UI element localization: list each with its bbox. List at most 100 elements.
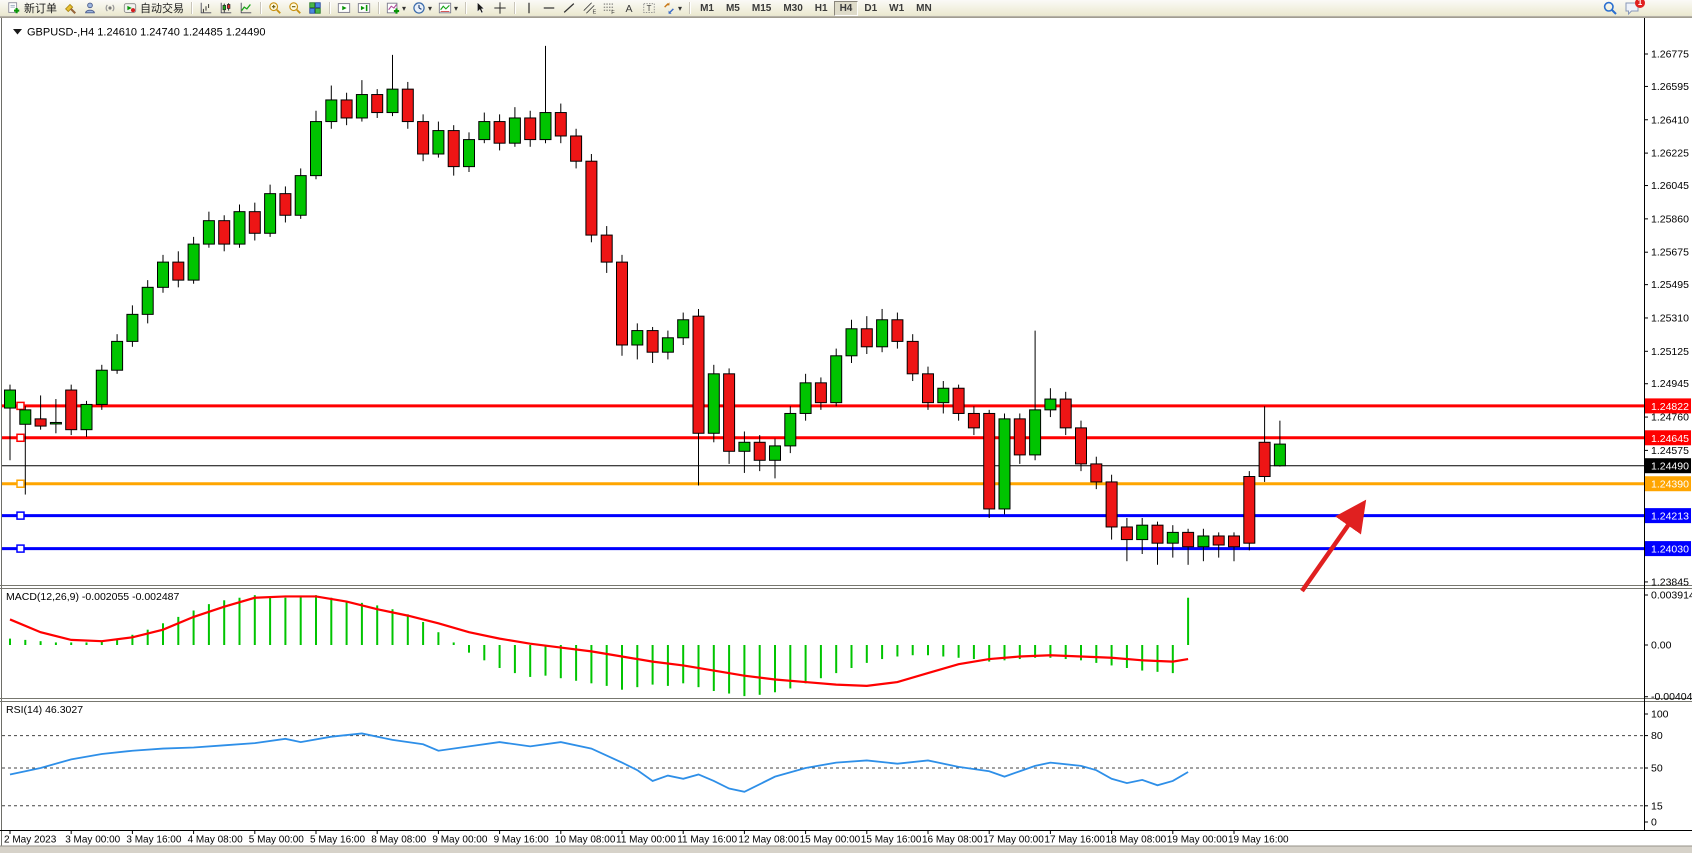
search-button[interactable]: [1602, 0, 1618, 16]
timeframe-button-w1[interactable]: W1: [889, 2, 905, 14]
timeframe-button-d1[interactable]: D1: [864, 2, 878, 14]
search-icon: [1602, 0, 1618, 16]
vertical-line-button[interactable]: [519, 1, 539, 16]
signals-button[interactable]: [100, 1, 120, 16]
time-axis-label: 15 May 00:00: [800, 835, 861, 846]
candle: [799, 373, 812, 421]
price-axis-label: 1.25675: [1651, 247, 1689, 259]
candle: [233, 204, 246, 248]
time-axis-label: 16 May 08:00: [922, 835, 983, 846]
hline-marker[interactable]: [16, 433, 25, 443]
price-axis-label: 1.26045: [1651, 180, 1689, 192]
horizontal-line-button[interactable]: [539, 1, 559, 16]
timeframe-button-m1[interactable]: M1: [700, 2, 714, 14]
chevron-down-icon: ▾: [678, 3, 683, 13]
equidistant-channel-button[interactable]: [579, 1, 599, 16]
rsi-axis-label: 80: [1651, 730, 1663, 742]
chat-button[interactable]: 1: [1624, 0, 1645, 16]
candle: [784, 406, 797, 454]
line-chart-button[interactable]: [236, 1, 256, 16]
arrows-button[interactable]: ▾: [659, 1, 685, 16]
chart-shift-button[interactable]: [354, 1, 374, 16]
candle: [1166, 525, 1179, 558]
time-axis[interactable]: 2 May 2023 3 May 00:00 3 May 16:00 4 May 08…: [4, 830, 1289, 846]
candle: [1273, 420, 1286, 467]
auto-trading-button-label: 自动交易: [140, 3, 184, 15]
new-order-button[interactable]: 新订单: [4, 1, 60, 16]
candle: [967, 406, 980, 436]
toolbar-separator: [325, 1, 334, 15]
cursor-button[interactable]: [470, 1, 490, 16]
rsi-axis-label: 50: [1651, 763, 1663, 775]
text-button[interactable]: [619, 1, 639, 16]
timeframe-button-mn[interactable]: MN: [916, 2, 932, 14]
candle: [1044, 388, 1057, 418]
styler-button[interactable]: [60, 1, 80, 16]
auto-trading-button[interactable]: 自动交易: [120, 1, 187, 16]
price-axis-label: 1.23845: [1651, 576, 1689, 588]
notification-badge: 1: [1635, 0, 1645, 8]
price-badge: [1645, 458, 1691, 474]
candle: [906, 334, 919, 382]
timeframe-button-h4[interactable]: H4: [833, 0, 859, 16]
profile-icon: [83, 1, 97, 15]
price-badge-label: 1.24030: [1651, 544, 1689, 556]
candle: [1029, 330, 1042, 461]
auto-scroll-button[interactable]: [334, 1, 354, 16]
candlestick-chart-button[interactable]: [216, 1, 236, 16]
candle: [998, 413, 1011, 515]
autotrade-icon: [123, 1, 137, 15]
price-badge: [1645, 541, 1691, 557]
candle: [49, 399, 62, 434]
candle: [661, 330, 674, 360]
text-label-button[interactable]: [639, 1, 659, 16]
candle: [1075, 420, 1087, 472]
symbol-dropdown-icon[interactable]: [13, 29, 22, 35]
timeframe-button-h1[interactable]: H1: [814, 2, 828, 14]
candlestick-series: [4, 45, 1286, 565]
periods-button[interactable]: ▾: [409, 1, 435, 16]
time-axis-label: 18 May 08:00: [1106, 835, 1167, 846]
templates-button[interactable]: ▾: [435, 1, 461, 16]
tile-windows-button[interactable]: [305, 1, 325, 16]
trend-arrow[interactable]: [1300, 499, 1367, 593]
hline-marker[interactable]: [16, 479, 25, 488]
tiles-icon: [308, 1, 322, 15]
time-axis-label: 3 May 16:00: [126, 835, 181, 846]
hline-marker[interactable]: [16, 511, 25, 520]
price-axis-label: 1.25310: [1651, 312, 1689, 324]
timeframe-button-m30[interactable]: M30: [783, 2, 803, 14]
bar-chart-button[interactable]: [196, 1, 216, 16]
timeframe-button-m5[interactable]: M5: [725, 2, 740, 14]
crosshair-button[interactable]: [490, 1, 510, 16]
candle: [202, 211, 215, 248]
candle: [1258, 406, 1271, 482]
candle: [891, 312, 904, 349]
price-badge-label: 1.24213: [1651, 511, 1689, 523]
indicators-button[interactable]: ▾: [383, 1, 409, 16]
price-axis[interactable]: 1.26775 1.26595 1.26410 1.26225 1.26045 1.258…: [1644, 18, 1692, 830]
fibonacci-button[interactable]: [599, 1, 619, 16]
autoscroll-icon: [337, 1, 351, 15]
time-axis-label: 15 May 16:00: [861, 835, 922, 846]
hline-marker[interactable]: [16, 544, 25, 553]
crosshair-icon: [493, 1, 507, 15]
timeframe-button-m15[interactable]: M15: [751, 2, 772, 14]
candle: [1120, 517, 1133, 562]
candle: [585, 153, 598, 243]
chart-background[interactable]: [0, 17, 1692, 846]
toolbar-separator: [685, 1, 694, 15]
price-chart[interactable]: MACD(12,26,9) -0.002055 -0.002487 RSI(14)…: [0, 17, 1692, 853]
time-axis-label: 19 May 00:00: [1167, 835, 1228, 846]
addind-icon: [386, 1, 400, 15]
candle: [1243, 471, 1256, 551]
profiles-button[interactable]: [80, 1, 100, 16]
price-axis-label: 1.25860: [1651, 213, 1689, 225]
candle: [860, 316, 873, 354]
trendline-button[interactable]: [559, 1, 579, 16]
zoom-out-button[interactable]: [285, 1, 305, 16]
hline-marker[interactable]: [16, 401, 25, 411]
zoom-in-button[interactable]: [265, 1, 285, 16]
price-badge-label: 1.24645: [1651, 433, 1689, 445]
candle: [646, 326, 659, 364]
